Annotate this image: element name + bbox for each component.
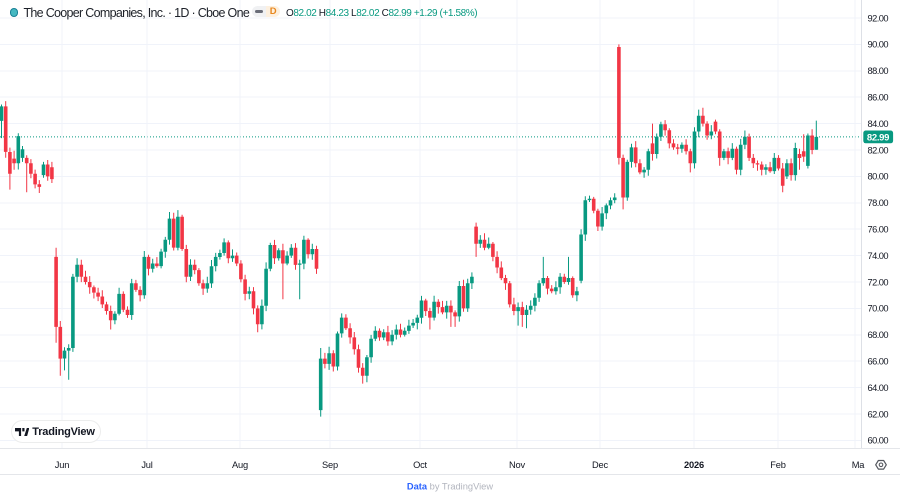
svg-text:Sep: Sep [322, 460, 338, 470]
svg-text:64.00: 64.00 [868, 383, 889, 393]
svg-text:70.00: 70.00 [868, 304, 889, 314]
svg-text:78.00: 78.00 [868, 198, 889, 208]
svg-text:74.00: 74.00 [868, 251, 889, 261]
svg-text:62.00: 62.00 [868, 409, 889, 419]
svg-text:86.00: 86.00 [868, 93, 889, 103]
svg-text:Jul: Jul [141, 460, 152, 470]
svg-text:76.00: 76.00 [868, 225, 889, 235]
svg-text:Data by TradingView: Data by TradingView [407, 482, 493, 492]
svg-text:72.00: 72.00 [868, 277, 889, 287]
svg-text:80.00: 80.00 [868, 172, 889, 182]
svg-text:84.00: 84.00 [868, 119, 889, 129]
svg-text:Dec: Dec [592, 460, 608, 470]
svg-text:92.00: 92.00 [868, 13, 889, 23]
svg-text:88.00: 88.00 [868, 66, 889, 76]
svg-text:Jun: Jun [55, 460, 69, 470]
svg-text:60.00: 60.00 [868, 436, 889, 446]
svg-text:66.00: 66.00 [868, 357, 889, 367]
svg-text:Aug: Aug [232, 460, 248, 470]
svg-text:2026: 2026 [684, 460, 704, 470]
svg-text:Feb: Feb [770, 460, 785, 470]
svg-text:82.00: 82.00 [868, 145, 889, 155]
svg-text:90.00: 90.00 [868, 40, 889, 50]
svg-text:Oct: Oct [413, 460, 427, 470]
svg-text:Nov: Nov [509, 460, 525, 470]
svg-text:82.99: 82.99 [867, 132, 889, 143]
svg-text:68.00: 68.00 [868, 330, 889, 340]
svg-text:Ma: Ma [852, 460, 866, 470]
